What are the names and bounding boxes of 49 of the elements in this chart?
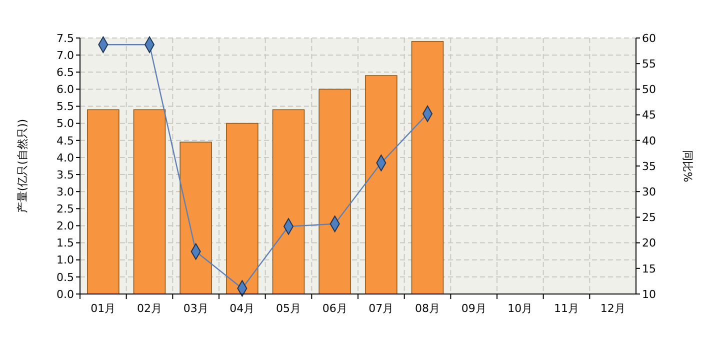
x-tick-label: 02月 bbox=[137, 302, 162, 315]
y-tick-label: 4.5 bbox=[56, 134, 74, 148]
y-tick-label: 6.0 bbox=[56, 83, 74, 96]
x-tick-label: 04月 bbox=[230, 302, 255, 315]
y2-tick-label: 10 bbox=[642, 288, 656, 301]
x-tick-label: 03月 bbox=[183, 302, 208, 315]
y-tick-label: 2.0 bbox=[56, 220, 74, 233]
bar bbox=[133, 109, 166, 294]
y2-tick-label: 55 bbox=[642, 57, 656, 70]
x-tick-label: 01月 bbox=[90, 302, 116, 315]
bar bbox=[180, 142, 212, 294]
y-tick-label: 7.5 bbox=[56, 32, 74, 45]
x-tick-label: 05月 bbox=[276, 302, 301, 315]
y2-tick-label: 45 bbox=[642, 108, 656, 122]
y-tick-label: 5.5 bbox=[56, 100, 74, 114]
y-tick-label: 0.0 bbox=[56, 288, 74, 301]
y2-tick-label: 30 bbox=[642, 185, 656, 198]
bar bbox=[411, 41, 444, 294]
y-tick-label: 7.0 bbox=[56, 48, 74, 62]
y-tick-label: 5.0 bbox=[56, 117, 74, 130]
x-tick-label: 08月 bbox=[415, 302, 440, 315]
y-tick-label: 6.5 bbox=[56, 66, 74, 79]
y2-tick-label: 15 bbox=[642, 262, 656, 276]
bar bbox=[365, 75, 398, 294]
x-tick-label: 06月 bbox=[322, 302, 348, 315]
y-tick-label: 1.0 bbox=[56, 254, 74, 267]
y2-tick-label: 60 bbox=[642, 32, 656, 45]
x-tick-label: 11月 bbox=[554, 302, 579, 315]
x-tick-label: 12月 bbox=[600, 302, 626, 315]
y2-tick-label: 50 bbox=[642, 83, 656, 96]
y-axis-title: 产量(亿只(自然只)) bbox=[16, 118, 29, 214]
y2-tick-label: 20 bbox=[642, 236, 656, 250]
y-tick-label: 1.5 bbox=[56, 236, 74, 250]
x-tick-label: 10月 bbox=[508, 302, 533, 315]
y-tick-label: 0.5 bbox=[56, 270, 74, 284]
bar bbox=[87, 109, 120, 294]
y-tick-label: 2.5 bbox=[56, 202, 74, 216]
x-tick-label: 07月 bbox=[368, 302, 394, 315]
y-tick-label: 3.5 bbox=[56, 168, 74, 182]
y2-tick-label: 35 bbox=[642, 160, 656, 173]
y2-tick-label: 40 bbox=[642, 134, 656, 148]
y-tick-label: 4.0 bbox=[56, 151, 74, 164]
y2-axis-title: 同比% bbox=[681, 150, 694, 182]
y2-tick-label: 25 bbox=[642, 211, 656, 224]
bar bbox=[272, 109, 305, 294]
x-tick-label: 09月 bbox=[461, 302, 486, 315]
bar bbox=[318, 88, 351, 294]
bar bbox=[226, 122, 258, 294]
y-tick-label: 3.0 bbox=[56, 185, 74, 198]
